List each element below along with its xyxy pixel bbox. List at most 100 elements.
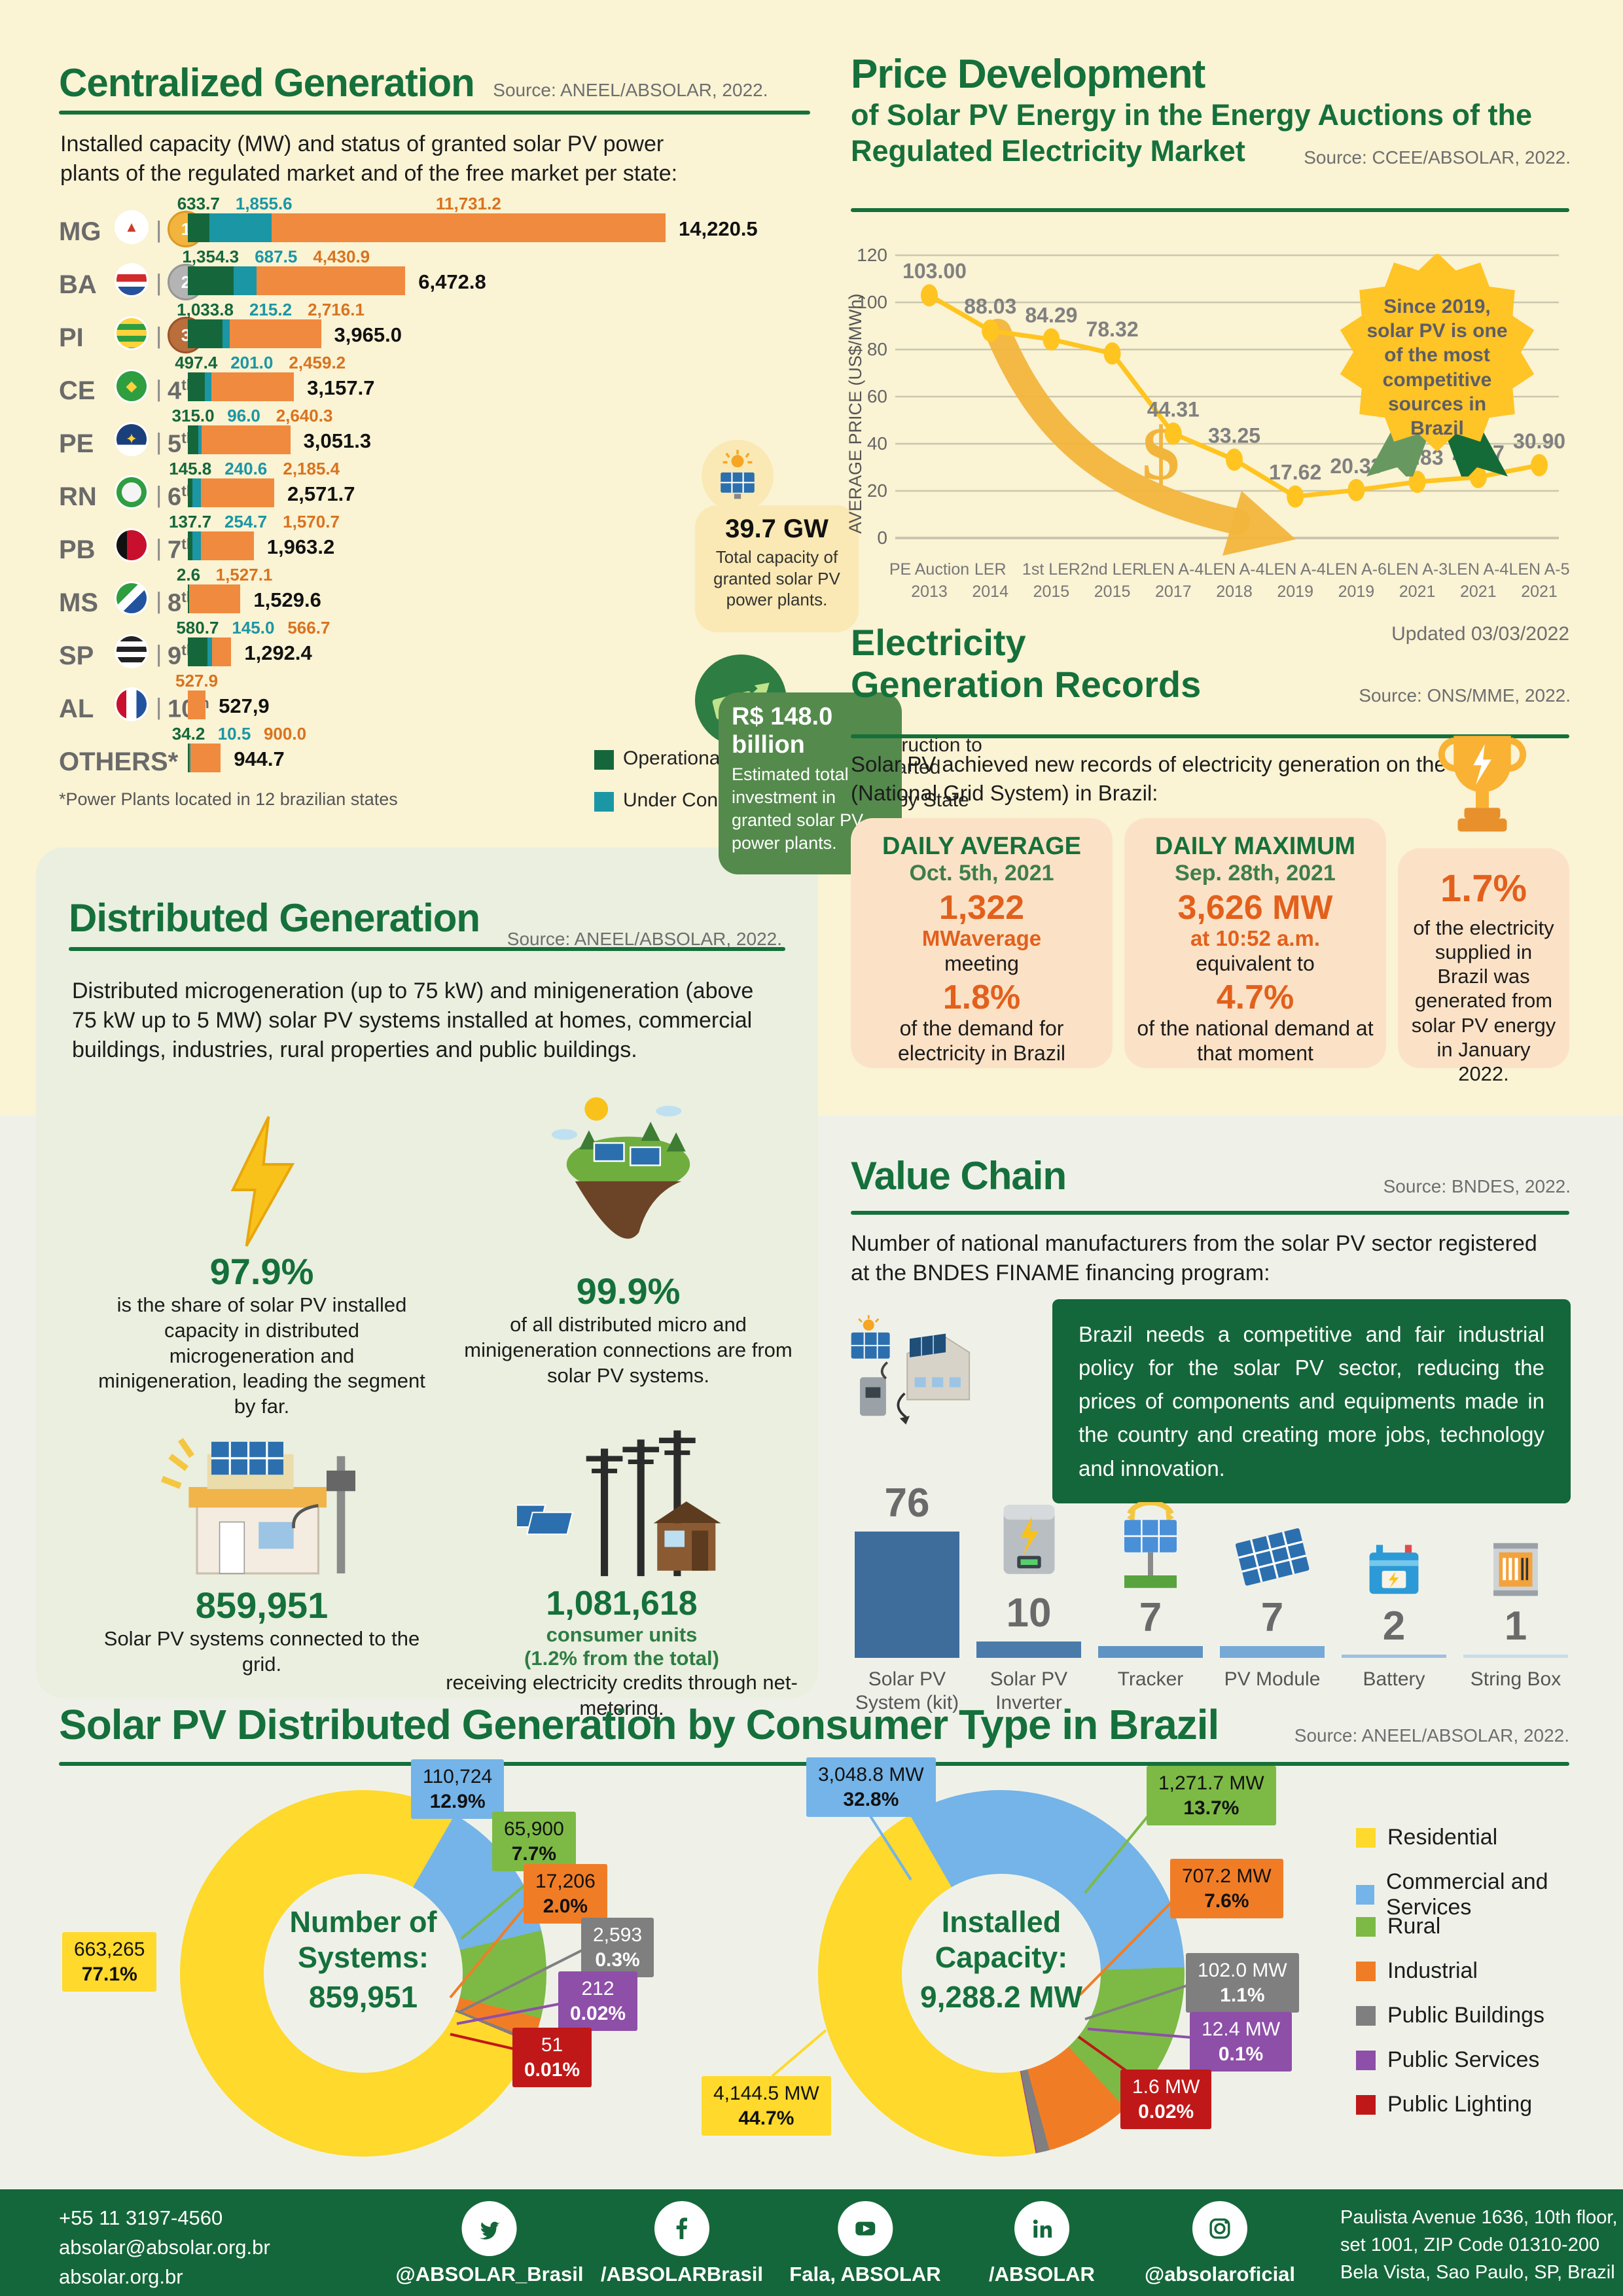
daily-average-card: DAILY AVERAGE Oct. 5th, 2021 1,322 MWave… bbox=[851, 818, 1113, 1068]
social-handle[interactable]: /ABSOLARBrasil bbox=[600, 2263, 764, 2286]
capacity-callout-public-lighting: 1.6 MW 0.02% bbox=[1120, 2070, 1212, 2129]
records-rule bbox=[851, 734, 1569, 738]
twitter-icon[interactable] bbox=[462, 2201, 517, 2256]
donut-center-title: Capacity: bbox=[935, 1941, 1068, 1974]
facebook-icon[interactable] bbox=[654, 2201, 709, 2256]
card-caption: of the demand for electricity in Brazil bbox=[897, 1016, 1066, 1065]
consumer-header: Solar PV Distributed Generation by Consu… bbox=[59, 1700, 1569, 1749]
bar-segment-to_be_started bbox=[256, 266, 406, 295]
svg-text:LEN A-5: LEN A-5 bbox=[1508, 560, 1569, 579]
svg-text:88.03: 88.03 bbox=[964, 295, 1016, 318]
svg-text:2015: 2015 bbox=[1094, 583, 1131, 601]
lightning-icon bbox=[98, 1100, 425, 1250]
social-handle[interactable]: @ABSOLAR_Brasil bbox=[395, 2263, 584, 2286]
bar-segment-to_be_started bbox=[189, 584, 241, 613]
svg-text:LER: LER bbox=[974, 560, 1007, 579]
bar-segment-value: 497.4 bbox=[175, 353, 218, 372]
social-youtube[interactable]: Fala, ABSOLAR bbox=[789, 2201, 941, 2286]
value-chain-item-4: 7 bbox=[1216, 1506, 1329, 1658]
price-updated: Updated 03/03/2022 bbox=[1391, 623, 1569, 645]
svg-text:2nd LER: 2nd LER bbox=[1080, 560, 1144, 579]
svg-text:84.29: 84.29 bbox=[1025, 304, 1077, 327]
stacked-bar bbox=[188, 319, 321, 348]
stat-caption: of all distributed micro and minigenerat… bbox=[464, 1313, 793, 1387]
bar-segment-operational bbox=[188, 744, 189, 772]
social-linkedin[interactable]: /ABSOLAR bbox=[989, 2201, 1095, 2286]
distributed-paragraph: Distributed microgeneration (up to 75 kW… bbox=[72, 978, 754, 1062]
instagram-icon[interactable] bbox=[1192, 2201, 1247, 2256]
bar-segment-value: 2,716.1 bbox=[308, 300, 365, 319]
value-chain-header: Value Chain Source: BNDES, 2022. bbox=[851, 1153, 1571, 1198]
bar-segment-operational bbox=[188, 372, 205, 401]
footer-website[interactable]: absolar.org.br bbox=[59, 2265, 183, 2288]
svg-text:60: 60 bbox=[867, 386, 887, 406]
social-handle[interactable]: Fala, ABSOLAR bbox=[789, 2263, 941, 2286]
address-line: Paulista Avenue 1636, 10th floor, bbox=[1340, 2207, 1618, 2228]
capacity-callout-industrial: 707.2 MW 7.6% bbox=[1170, 1859, 1283, 1918]
state-label: AL bbox=[59, 694, 94, 723]
value-chain-bar bbox=[1098, 1646, 1203, 1658]
stacked-bar bbox=[188, 266, 406, 295]
bar-segment-value: 254.7 bbox=[224, 512, 268, 531]
rank-divider: | bbox=[156, 428, 162, 455]
card-percent: 1.8% bbox=[942, 978, 1021, 1016]
bar-segment-value: 580.7 bbox=[176, 618, 219, 637]
social-facebook[interactable]: /ABSOLARBrasil bbox=[601, 2201, 763, 2286]
stacked-bar bbox=[188, 637, 232, 666]
centralized-row: MS|8th2.61,527.11,529.6 bbox=[59, 565, 812, 617]
bar-segment-under_construction bbox=[209, 213, 272, 242]
card-percent: 1.7% bbox=[1440, 867, 1527, 910]
card-title: DAILY AVERAGE bbox=[882, 833, 1082, 860]
consumer-source: Source: ANEEL/ABSOLAR, 2022. bbox=[1294, 1725, 1569, 1746]
bar-segment-value: 1,570.7 bbox=[283, 512, 340, 531]
callout-value: 65,900 bbox=[504, 1818, 564, 1840]
distributed-header: Distributed Generation Source: ANEEL/ABS… bbox=[69, 895, 785, 951]
youtube-icon[interactable] bbox=[837, 2201, 893, 2256]
supply-share-card: 1.7% of the electricity supplied in Braz… bbox=[1398, 848, 1569, 1085]
state-label: PB bbox=[59, 535, 96, 564]
svg-text:LEN A-4: LEN A-4 bbox=[1448, 560, 1508, 579]
centralized-row: PI | 3 1,033.8 215.2 2,716.1 3,965.0 bbox=[59, 300, 812, 353]
bar-segment-value: 11,731.2 bbox=[436, 194, 501, 213]
value-chain-bar bbox=[1220, 1646, 1325, 1658]
bar-segment-under_construction bbox=[223, 319, 230, 348]
svg-text:2015: 2015 bbox=[1033, 583, 1070, 601]
stat-micro-share: 97.9% is the share of solar PV installed… bbox=[98, 1100, 425, 1420]
legend-swatch bbox=[594, 792, 614, 812]
donut-center-total: 9,288.2 MW bbox=[920, 1980, 1082, 2014]
value-chain-label: PV Module bbox=[1224, 1668, 1321, 1690]
centralized-header: Centralized Generation Source: ANEEL/ABS… bbox=[59, 60, 812, 115]
capacity-callout-public-buildings: 102.0 MW 1.1% bbox=[1186, 1953, 1299, 2013]
bar-segment-value: 215.2 bbox=[249, 300, 293, 319]
state-flag-icon: ✦ bbox=[116, 424, 147, 454]
bar-total-value: 3,157.7 bbox=[307, 376, 375, 399]
linkedin-icon[interactable] bbox=[1014, 2201, 1069, 2256]
svg-text:78.32: 78.32 bbox=[1086, 317, 1139, 341]
distributed-rule bbox=[69, 947, 785, 951]
svg-text:LEN A-6: LEN A-6 bbox=[1326, 560, 1387, 579]
social-handle[interactable]: @absolaroficial bbox=[1144, 2263, 1296, 2286]
svg-text:LEN A-4: LEN A-4 bbox=[1265, 560, 1326, 579]
callout-value: 3,048.8 MW bbox=[818, 1764, 924, 1785]
price-title: Price Development bbox=[851, 52, 1205, 97]
social-handle[interactable]: /ABSOLAR bbox=[989, 2263, 1095, 2286]
callout-value: 51 bbox=[541, 2034, 563, 2056]
svg-text:2021: 2021 bbox=[1521, 583, 1558, 601]
social-twitter[interactable]: @ABSOLAR_Brasil bbox=[395, 2201, 584, 2286]
stat-caption: is the share of solar PV installed capac… bbox=[98, 1293, 425, 1418]
stacked-bar bbox=[188, 213, 666, 242]
records-title-1: Electricity bbox=[851, 622, 1026, 663]
footer-email[interactable]: absolar@absolar.org.br bbox=[59, 2235, 270, 2259]
footer-background bbox=[0, 2189, 1623, 2296]
bar-segment-to_be_started bbox=[200, 478, 274, 507]
social-instagram[interactable]: @absolaroficial bbox=[1145, 2201, 1295, 2286]
state-label: PI bbox=[59, 323, 84, 352]
svg-text:80: 80 bbox=[867, 339, 887, 359]
solar-island-icon bbox=[458, 1073, 798, 1270]
svg-text:LEN A-4: LEN A-4 bbox=[1143, 560, 1204, 579]
svg-text:LEN A-3: LEN A-3 bbox=[1387, 560, 1448, 579]
gw-caption: Total capacity of granted solar PV power… bbox=[713, 547, 840, 609]
bar-segment-value: 2,640.3 bbox=[276, 406, 333, 425]
consumer-legend-public-services: Public Services bbox=[1356, 2047, 1539, 2073]
rank-divider: | bbox=[156, 269, 162, 296]
